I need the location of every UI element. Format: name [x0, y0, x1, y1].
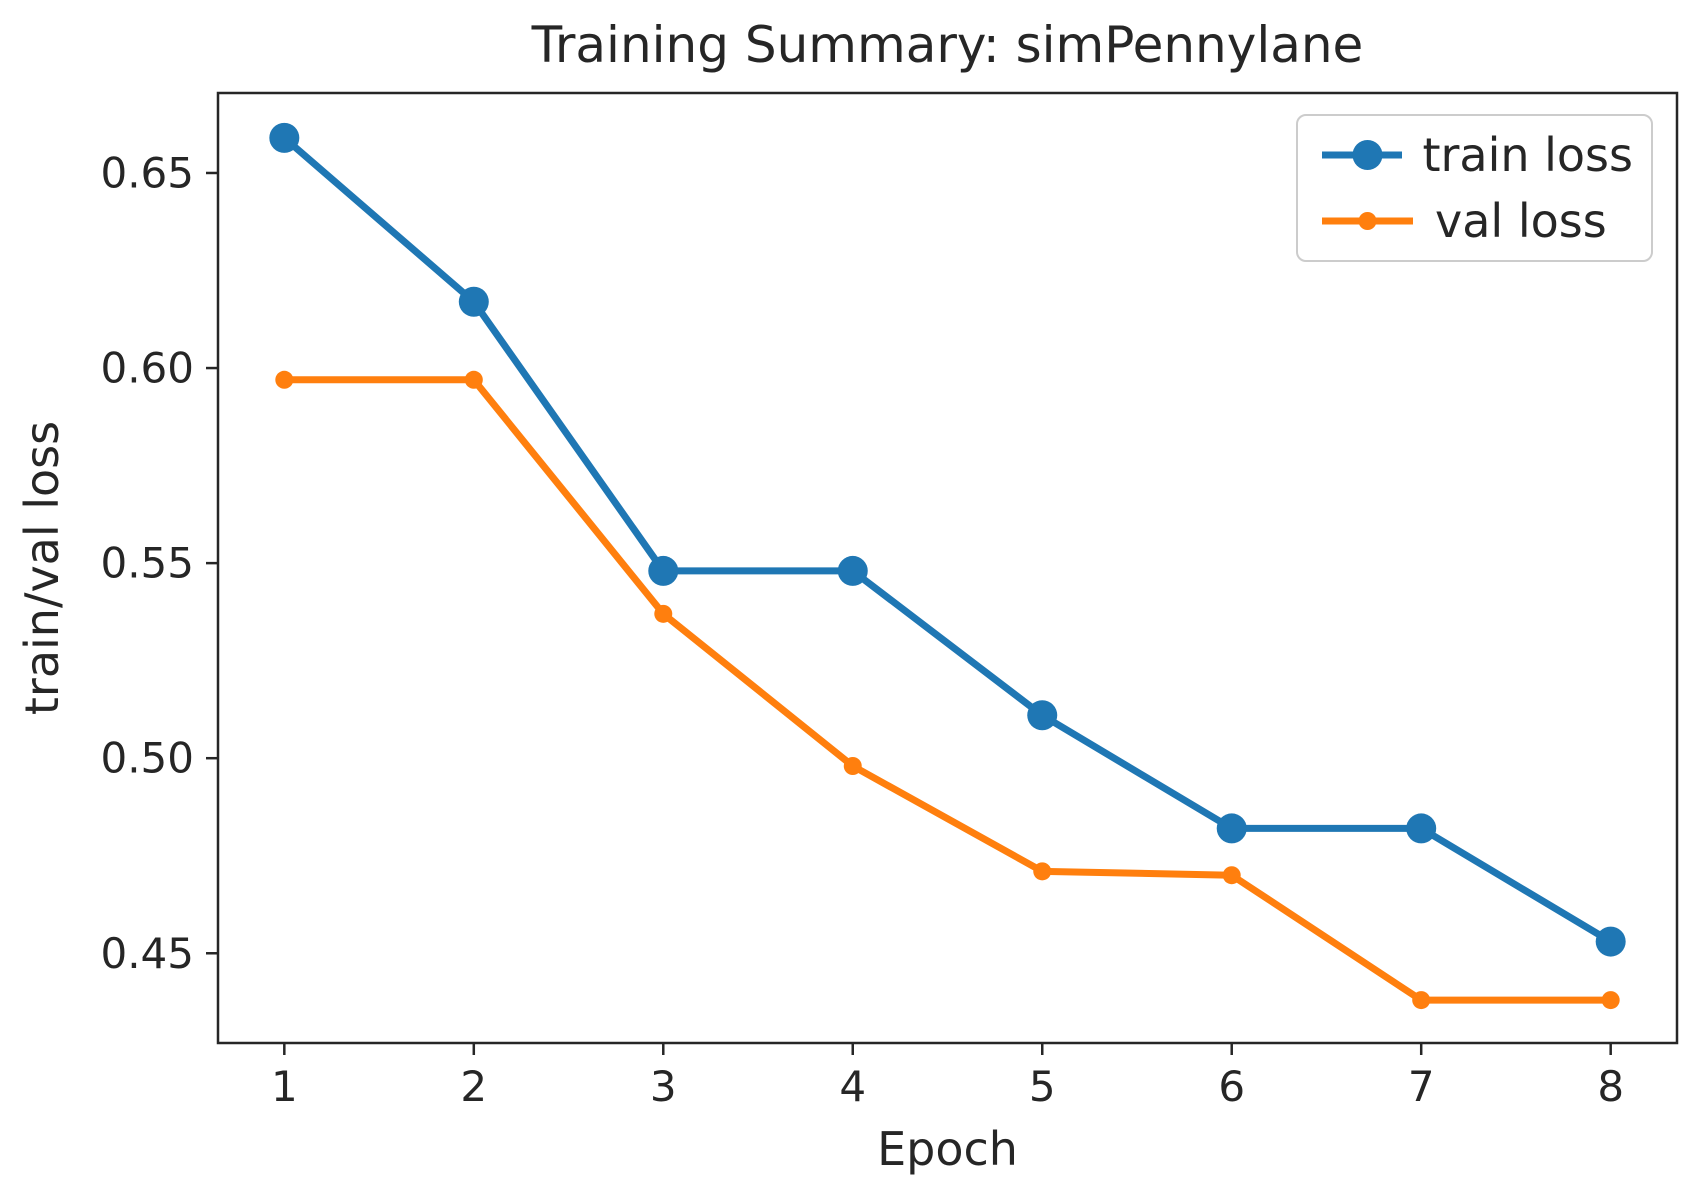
y-tick-label: 0.45 [100, 929, 194, 978]
chart-title: Training Summary: simPennylane [531, 16, 1364, 74]
legend: train loss val loss [1296, 114, 1653, 262]
legend-label: train loss [1422, 128, 1633, 182]
legend-item-val-loss: val loss [1320, 194, 1633, 248]
train-loss-point-6 [1216, 813, 1247, 844]
y-tick-label: 0.50 [100, 734, 194, 783]
y-tick-label: 0.65 [100, 148, 194, 197]
train-loss-point-4 [837, 555, 868, 586]
val-loss-point-4 [843, 756, 862, 775]
legend-label: val loss [1435, 194, 1607, 248]
x-tick-label: 6 [1218, 1062, 1245, 1111]
train-loss-point-7 [1406, 813, 1437, 844]
x-tick-label: 1 [271, 1062, 298, 1111]
x-tick-label: 8 [1597, 1062, 1624, 1111]
train-loss-point-5 [1027, 700, 1058, 731]
val-loss-point-1 [275, 370, 294, 389]
legend-item-train-loss: train loss [1320, 128, 1633, 182]
val-loss-point-7 [1412, 991, 1431, 1010]
x-tick-label: 7 [1408, 1062, 1435, 1111]
x-tick-label: 4 [839, 1062, 866, 1111]
y-tick-label: 0.55 [100, 539, 194, 588]
val-loss-point-3 [654, 604, 673, 623]
x-tick-label: 3 [650, 1062, 677, 1111]
legend-train-loss-sample-icon [1322, 140, 1403, 170]
x-axis-label: Epoch [877, 1122, 1018, 1176]
train-loss-line [282, 135, 1613, 945]
train-loss-point-1 [269, 122, 300, 153]
train-loss-point-3 [648, 555, 679, 586]
val-loss-point-2 [464, 370, 483, 389]
y-tick-label: 0.60 [100, 344, 194, 393]
legend-marker-icon [1352, 140, 1383, 170]
x-tick-label: 5 [1029, 1062, 1056, 1111]
train-loss-point-2 [458, 286, 489, 317]
plot-border [216, 91, 1679, 1045]
val-loss-point-5 [1033, 862, 1052, 881]
val-loss-point-8 [1601, 991, 1620, 1010]
val-loss-point-6 [1222, 866, 1241, 885]
legend-val-loss-sample-icon [1322, 212, 1413, 230]
train-loss-point-8 [1595, 926, 1626, 957]
x-tick-label: 2 [460, 1062, 487, 1111]
val-loss-line [284, 376, 1611, 1004]
legend-marker-icon [1358, 212, 1377, 230]
